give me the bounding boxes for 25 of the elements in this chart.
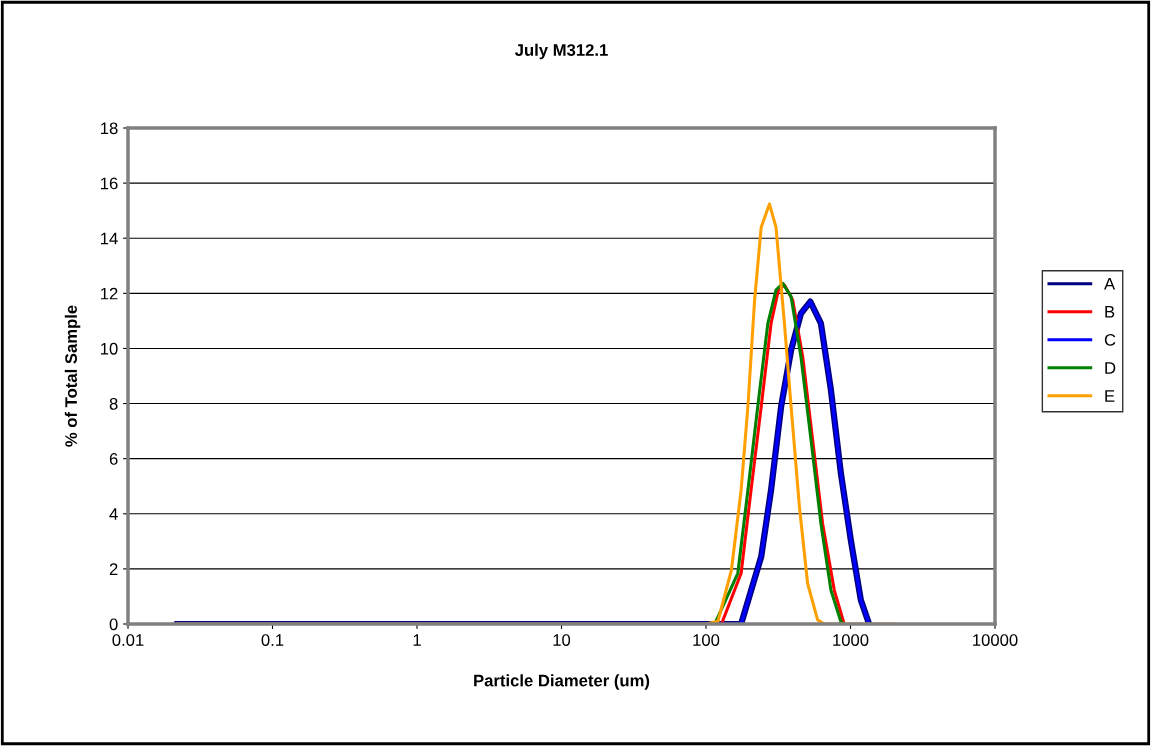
legend-label: E [1105, 390, 1115, 402]
y-tick-label: 8 [109, 397, 118, 410]
y-tick-label: 16 [101, 177, 118, 190]
y-tick-label: 2 [109, 563, 118, 575]
x-tick-label: 10000 [973, 634, 1018, 646]
legend-label: B [1105, 306, 1115, 318]
legend-label: C [1104, 333, 1116, 346]
x-tick-label: 10 [553, 634, 571, 646]
y-tick-label: 18 [101, 122, 118, 135]
y-axis-title: % of Total Sample [64, 305, 81, 447]
x-tick-label: 1 [413, 634, 421, 646]
y-tick-label: 6 [109, 453, 118, 465]
legend-label: A [1104, 278, 1116, 290]
y-tick-label: 4 [109, 508, 118, 520]
y-tick-label: 0 [109, 618, 118, 631]
x-tick-label: 1000 [833, 634, 869, 646]
y-tick-label: 12 [101, 287, 118, 300]
chart-title: July M312.1 [514, 43, 608, 60]
y-tick-label: 10 [101, 342, 118, 355]
x-tick-label: 0.01 [112, 634, 144, 646]
y-tick-label: 14 [101, 232, 118, 245]
x-tick-label: 0.1 [261, 634, 284, 646]
x-tick-label: 100 [693, 634, 720, 646]
legend-label: D [1105, 362, 1116, 374]
x-axis-title: Particle Diameter (um) [474, 674, 650, 690]
